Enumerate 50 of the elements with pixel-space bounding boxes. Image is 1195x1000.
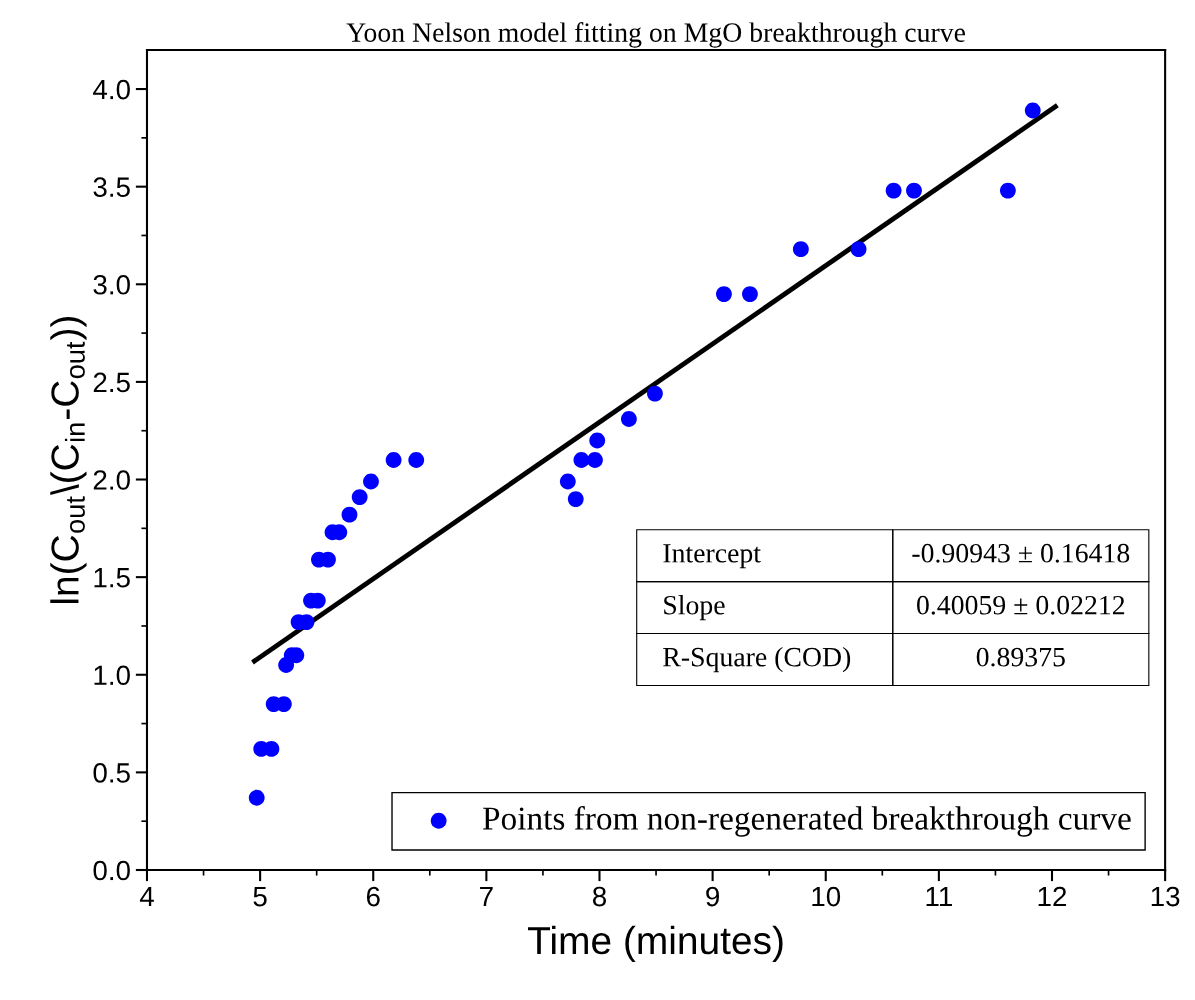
point: [647, 385, 663, 402]
point: [742, 286, 758, 302]
point: [408, 452, 425, 468]
y-tick-label: 0.5: [93, 763, 130, 783]
y-tick-label: 1.5: [94, 568, 130, 588]
point: [351, 489, 368, 506]
y-tick-label: 2.5: [93, 372, 130, 393]
x-tick-label: 8: [592, 886, 607, 907]
x-tick-label: 10: [812, 886, 841, 907]
x-tick-label: 13: [1151, 886, 1180, 907]
x-tick-label: 5: [253, 886, 267, 907]
x-tick-label: 11: [926, 886, 952, 907]
y-tick-label: 2.0: [93, 470, 130, 490]
y-tick-label: 0.0: [93, 860, 130, 881]
y-tick-label: 3.5: [93, 177, 130, 198]
point: [999, 182, 1016, 199]
y-axis-title: ln(C$_{out}$\(C$_{in}$-C$_{out}$)): [50, 316, 87, 604]
point: [792, 241, 809, 258]
point: [906, 182, 922, 199]
x-tick-label: 6: [366, 886, 380, 907]
legend-label: Points from non-regenerated breakthrough curve: [482, 806, 1131, 837]
point: [716, 286, 732, 302]
point: [573, 452, 590, 468]
y-tick-label: 1.0: [94, 665, 130, 686]
annotation: 0.40059 ± 0.02212: [917, 595, 1125, 615]
point: [341, 506, 358, 523]
point: [559, 473, 576, 490]
point: [363, 473, 379, 490]
point: [1024, 102, 1041, 119]
point: [850, 241, 867, 258]
x-axis-title: Time (minutes): [528, 925, 783, 962]
annotation: R-Square (COD): [663, 646, 851, 673]
x-tick-label: 12: [1038, 886, 1067, 907]
point: [620, 411, 637, 427]
chart-title: Yoon Nelson model fitting on MgO breakthrough curve: [346, 22, 965, 48]
point: [885, 182, 902, 199]
x-tick-label: 9: [706, 886, 720, 907]
x-tick-label: 4: [139, 886, 154, 907]
annotation: Intercept: [663, 544, 761, 569]
point: [589, 432, 606, 449]
annotation: 0.89375: [976, 647, 1065, 667]
point: [385, 452, 402, 468]
annotation: -0.90943 ± 0.16418: [912, 543, 1130, 563]
annotation: Slope: [664, 595, 725, 621]
y-tick-label: 4.0: [93, 79, 130, 100]
point: [567, 491, 584, 507]
point: [248, 789, 265, 806]
point: [587, 452, 603, 468]
y-tick-label: 3.0: [93, 274, 130, 295]
x-tick-label: 7: [480, 886, 493, 907]
